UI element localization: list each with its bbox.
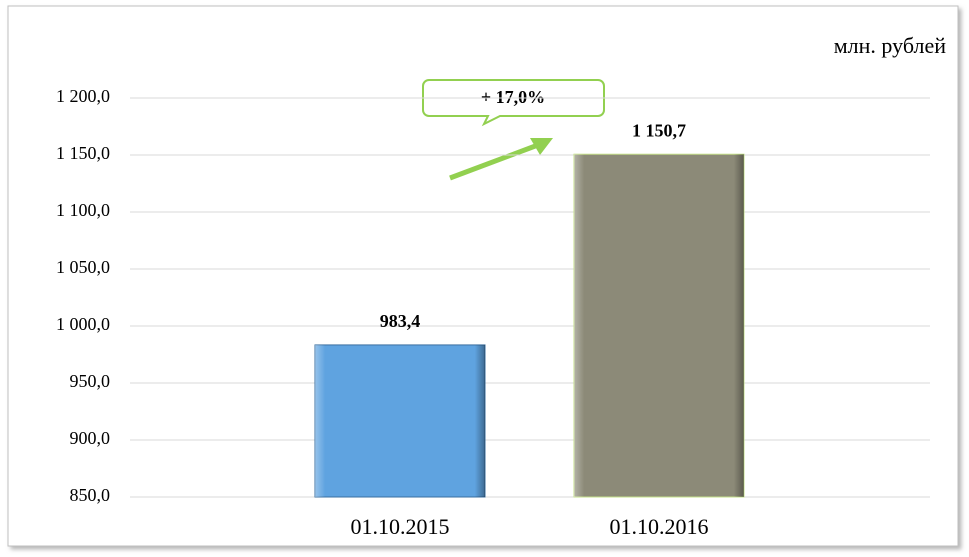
bar-bevel (574, 154, 744, 497)
arrow-head (530, 138, 553, 155)
y-tick-label: 950,0 (70, 371, 111, 391)
y-tick-label: 850,0 (70, 485, 111, 505)
y-tick-label: 1 050,0 (56, 257, 110, 277)
y-tick-label: 1 100,0 (56, 200, 110, 220)
data-label: 1 150,7 (632, 120, 686, 140)
bar-bevel (315, 344, 485, 497)
y-tick-label: 1 000,0 (56, 314, 110, 334)
x-tick-label: 01.10.2015 (351, 514, 450, 539)
annotation-text: + 17,0% (481, 87, 545, 107)
unit-label: млн. рублей (834, 33, 946, 58)
annotation: + 17,0% (422, 79, 605, 181)
y-tick-label: 1 150,0 (56, 143, 110, 163)
arrow-shaft (449, 142, 539, 181)
data-label: 983,4 (380, 311, 421, 331)
x-tick-label: 01.10.2016 (610, 514, 709, 539)
annotation-box (422, 79, 605, 127)
y-tick-label: 1 200,0 (56, 86, 110, 106)
y-tick-label: 900,0 (70, 428, 111, 448)
